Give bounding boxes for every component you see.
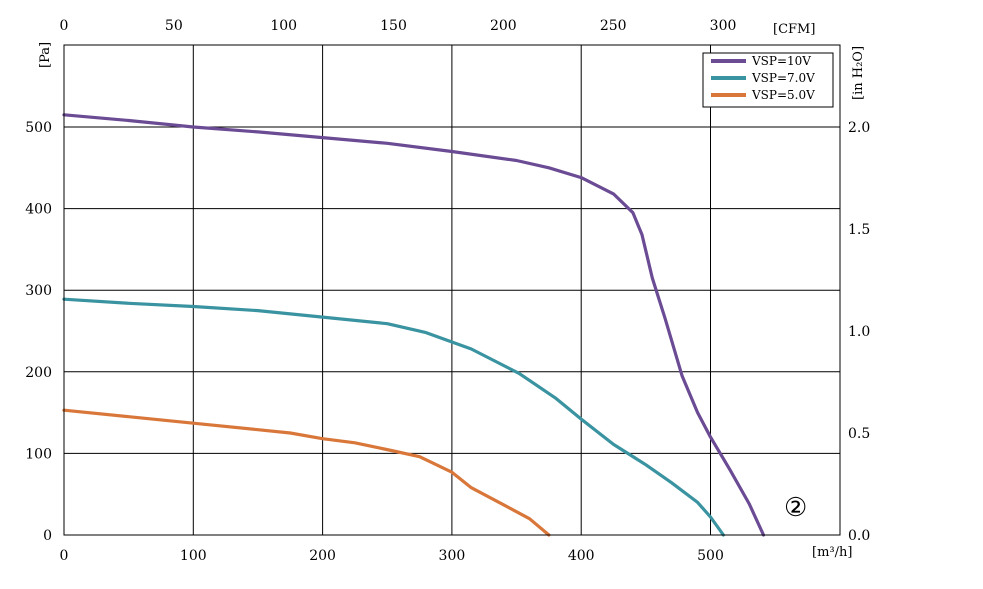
top-x-tick-label: 100 — [270, 18, 297, 34]
legend-entry-label: VSP=5.0V — [751, 88, 815, 102]
top-x-tick-label: 0 — [60, 18, 69, 34]
right-y-tick-label: 2.0 — [848, 120, 870, 136]
series-lines — [62, 113, 766, 537]
right-y-tick-label: 1.5 — [848, 222, 870, 238]
left-axis-unit-label: [Pa] — [38, 42, 53, 68]
bottom-x-tick-label: 0 — [60, 548, 69, 564]
left-y-tick-label: 200 — [25, 365, 52, 381]
bottom-axis-unit-label: [m³/h] — [812, 545, 852, 560]
bottom-x-tick-label: 500 — [697, 548, 724, 564]
right-y-ticks: 0.0 0.5 1.0 1.5 2.0 — [848, 120, 870, 544]
left-y-tick-label: 100 — [25, 446, 52, 462]
bottom-x-ticks: 0 100 200 300 400 500 — [60, 548, 724, 564]
curve-number-annotation: ② — [784, 493, 807, 523]
top-x-tick-label: 200 — [490, 18, 517, 34]
top-x-tick-label: 50 — [165, 18, 183, 34]
right-axis-unit-label: [in H₂O] — [851, 46, 866, 100]
right-y-tick-label: 1.0 — [848, 324, 870, 340]
top-x-tick-label: 150 — [380, 18, 407, 34]
right-y-tick-label: 0.0 — [848, 528, 870, 544]
left-y-tick-label: 500 — [25, 120, 52, 136]
legend-entry-label: VSP=7.0V — [751, 71, 815, 85]
left-y-tick-label: 0 — [43, 528, 52, 544]
left-y-tick-label: 400 — [25, 202, 52, 218]
series-line-1 — [62, 113, 766, 537]
legend-entry-label: VSP=10V — [751, 54, 811, 68]
series-line-2 — [62, 297, 725, 537]
top-x-ticks: 0 50 100 150 200 250 300 — [60, 18, 737, 34]
top-x-tick-label: 250 — [600, 18, 627, 34]
bottom-x-tick-label: 400 — [568, 548, 595, 564]
top-axis-unit-label: [CFM] — [773, 22, 815, 37]
bottom-x-tick-label: 300 — [439, 548, 466, 564]
series-line-3 — [62, 408, 551, 537]
left-y-ticks: 0 100 200 300 400 500 — [25, 120, 52, 544]
right-y-tick-label: 0.5 — [848, 426, 870, 442]
plot-frame — [63, 44, 841, 536]
grid — [63, 45, 840, 536]
bottom-x-tick-label: 200 — [309, 548, 336, 564]
top-x-tick-label: 300 — [710, 18, 737, 34]
legend: VSP=10V VSP=7.0V VSP=5.0V — [702, 52, 834, 108]
bottom-x-tick-label: 100 — [180, 548, 207, 564]
left-y-tick-label: 300 — [25, 283, 52, 299]
